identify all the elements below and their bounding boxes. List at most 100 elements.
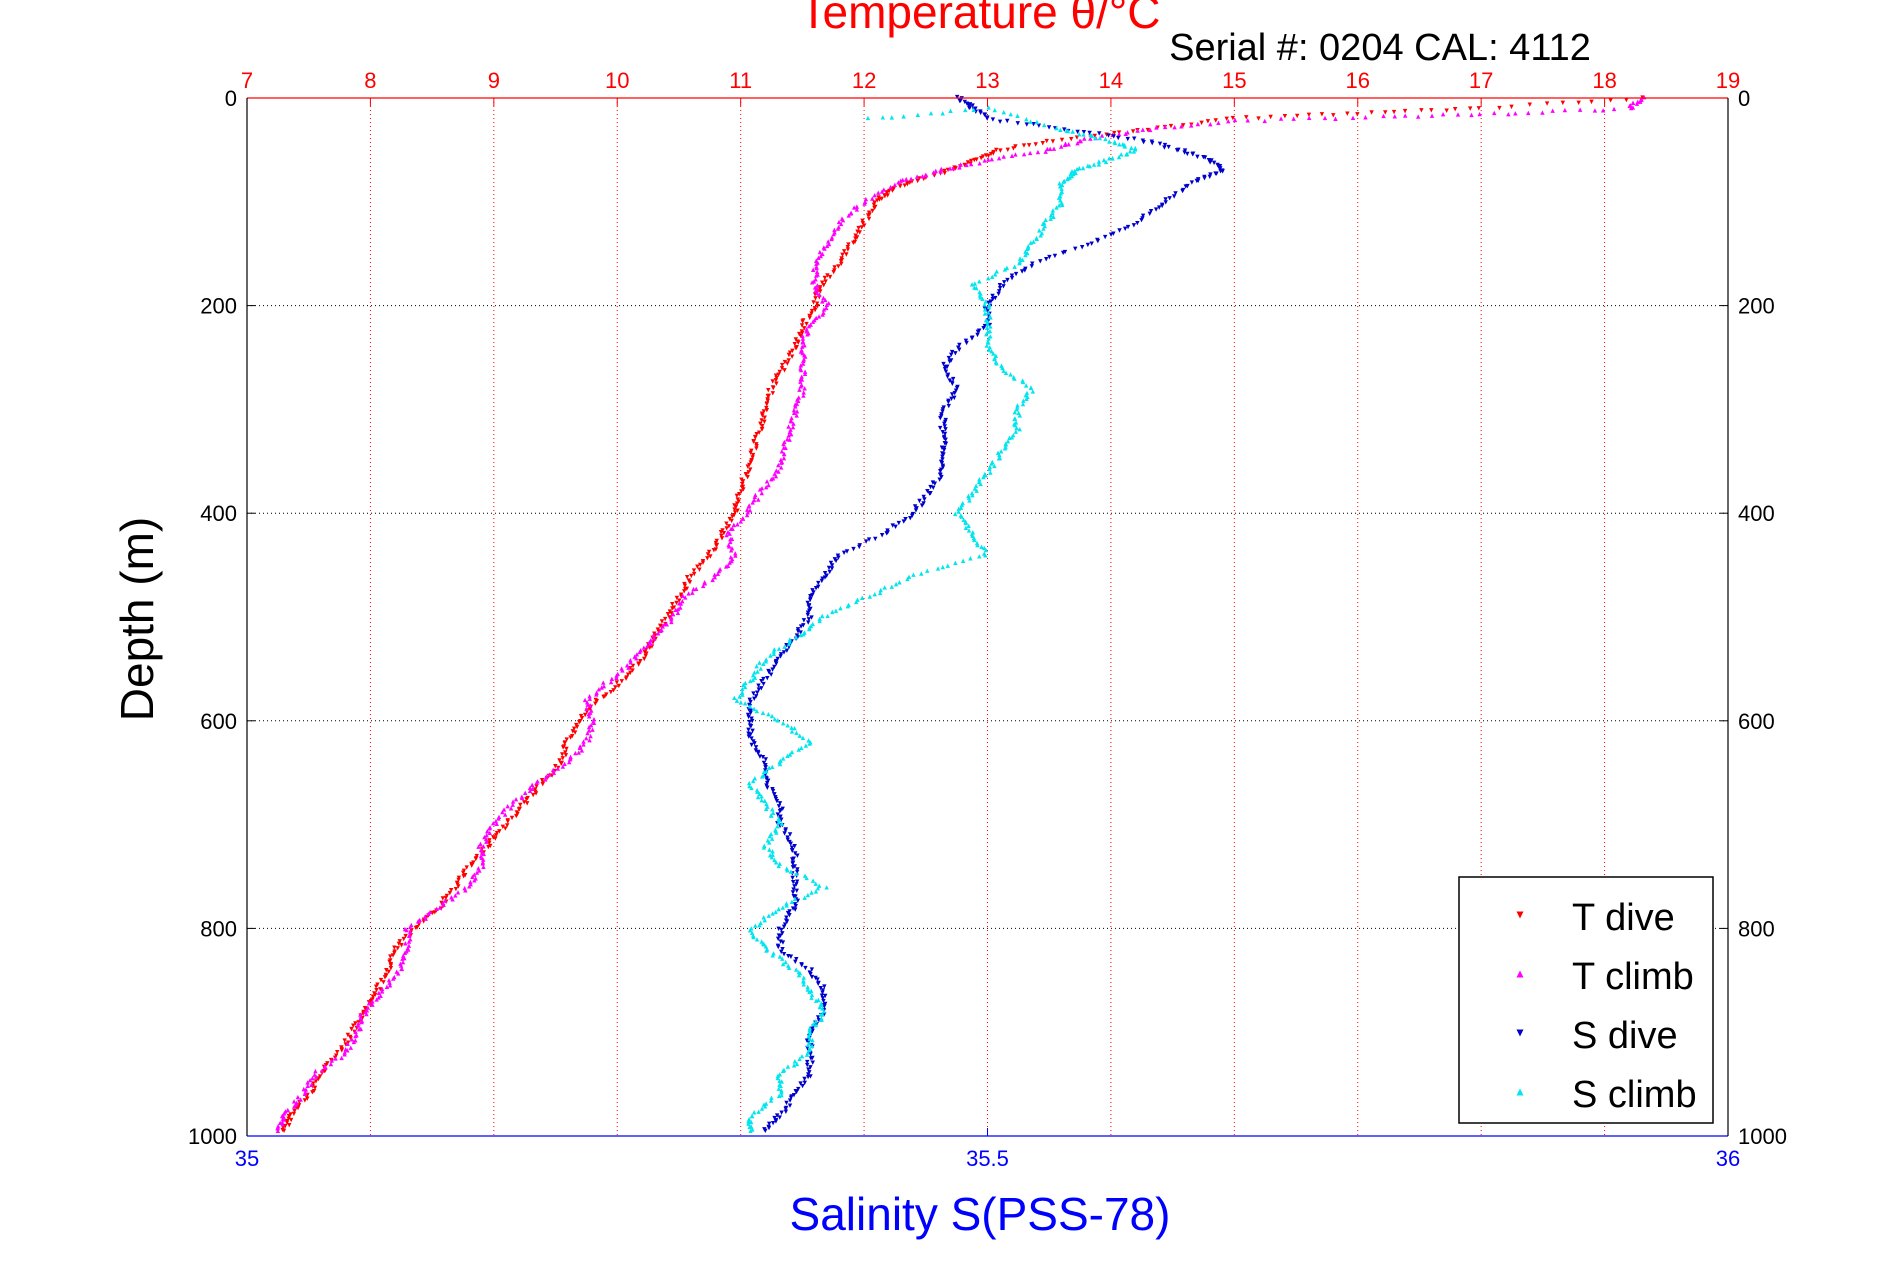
data-point bbox=[776, 1093, 782, 1099]
data-point bbox=[791, 410, 797, 415]
series-s-climb bbox=[732, 105, 1138, 1134]
data-point bbox=[741, 682, 746, 688]
data-point bbox=[870, 196, 875, 201]
data-point bbox=[978, 481, 983, 487]
data-point bbox=[750, 677, 756, 683]
data-point bbox=[570, 729, 576, 734]
data-point bbox=[1117, 228, 1122, 233]
data-point bbox=[483, 836, 489, 842]
data-point bbox=[745, 464, 750, 469]
data-point bbox=[534, 780, 539, 785]
data-point bbox=[800, 333, 805, 338]
data-point bbox=[780, 947, 785, 952]
data-point bbox=[1042, 122, 1047, 128]
data-point bbox=[778, 1083, 783, 1088]
data-point bbox=[1171, 194, 1177, 199]
data-point bbox=[805, 1074, 811, 1080]
data-point bbox=[794, 413, 799, 418]
data-point bbox=[809, 967, 815, 972]
data-point bbox=[481, 857, 486, 862]
data-point bbox=[790, 879, 796, 885]
data-point bbox=[747, 508, 753, 513]
data-point bbox=[1057, 203, 1062, 208]
data-point bbox=[947, 359, 952, 364]
data-point bbox=[593, 701, 598, 706]
data-point bbox=[1199, 120, 1204, 126]
data-point bbox=[905, 576, 910, 582]
data-point bbox=[946, 355, 952, 361]
data-point bbox=[954, 385, 960, 391]
data-point bbox=[291, 1104, 297, 1109]
data-point bbox=[356, 1021, 361, 1026]
data-point bbox=[770, 807, 775, 812]
data-point bbox=[719, 533, 724, 539]
data-point bbox=[730, 514, 735, 519]
data-point bbox=[686, 591, 691, 596]
data-point bbox=[794, 1061, 800, 1067]
data-point bbox=[1040, 221, 1046, 226]
data-point bbox=[488, 843, 493, 849]
data-point bbox=[798, 333, 803, 339]
data-point bbox=[796, 340, 801, 345]
data-point bbox=[753, 923, 758, 928]
data-point bbox=[1182, 150, 1187, 155]
data-point bbox=[277, 1120, 283, 1126]
data-point bbox=[773, 909, 778, 915]
data-point bbox=[1147, 127, 1153, 133]
data-point bbox=[1091, 162, 1097, 167]
temperature-tick-label: 16 bbox=[1346, 68, 1370, 93]
data-point bbox=[748, 710, 753, 716]
data-point bbox=[794, 730, 799, 735]
data-point bbox=[787, 350, 793, 355]
data-point bbox=[749, 1114, 755, 1119]
data-point bbox=[740, 690, 745, 695]
data-point bbox=[792, 342, 797, 347]
data-point bbox=[825, 273, 830, 278]
data-point bbox=[824, 885, 829, 890]
data-point bbox=[794, 879, 800, 884]
data-point bbox=[1217, 166, 1223, 172]
data-point bbox=[784, 648, 790, 653]
data-point bbox=[898, 178, 903, 183]
data-point bbox=[798, 379, 803, 384]
data-point bbox=[783, 1106, 788, 1112]
data-point bbox=[1025, 246, 1030, 251]
data-point bbox=[728, 526, 734, 532]
data-point bbox=[793, 894, 798, 899]
data-point bbox=[990, 274, 995, 279]
data-point bbox=[996, 155, 1002, 161]
data-point bbox=[748, 467, 753, 472]
data-point bbox=[1043, 217, 1048, 223]
data-point bbox=[275, 1126, 280, 1131]
data-point bbox=[1205, 119, 1211, 124]
data-point bbox=[939, 166, 944, 172]
data-point bbox=[781, 924, 787, 930]
data-point bbox=[1540, 110, 1545, 115]
data-point bbox=[795, 629, 801, 634]
data-point bbox=[937, 425, 943, 431]
data-point bbox=[953, 351, 958, 356]
data-point bbox=[771, 385, 776, 391]
data-point bbox=[984, 116, 990, 121]
data-point bbox=[761, 769, 767, 774]
data-point bbox=[770, 379, 775, 384]
data-point bbox=[766, 778, 771, 783]
data-point bbox=[783, 445, 788, 451]
data-point bbox=[821, 295, 826, 301]
data-point bbox=[581, 742, 586, 747]
data-point bbox=[896, 180, 901, 185]
data-point bbox=[755, 669, 760, 674]
data-point bbox=[386, 969, 391, 975]
data-point bbox=[1097, 131, 1102, 136]
data-point bbox=[734, 501, 740, 506]
data-point bbox=[781, 650, 787, 655]
data-point bbox=[1030, 389, 1036, 394]
data-point bbox=[802, 343, 807, 348]
data-point bbox=[588, 703, 593, 708]
data-point bbox=[732, 510, 738, 515]
data-point bbox=[761, 661, 766, 667]
series-t-climb bbox=[275, 94, 1647, 1134]
data-point bbox=[971, 107, 976, 113]
data-point bbox=[824, 305, 829, 311]
data-point bbox=[798, 632, 804, 638]
